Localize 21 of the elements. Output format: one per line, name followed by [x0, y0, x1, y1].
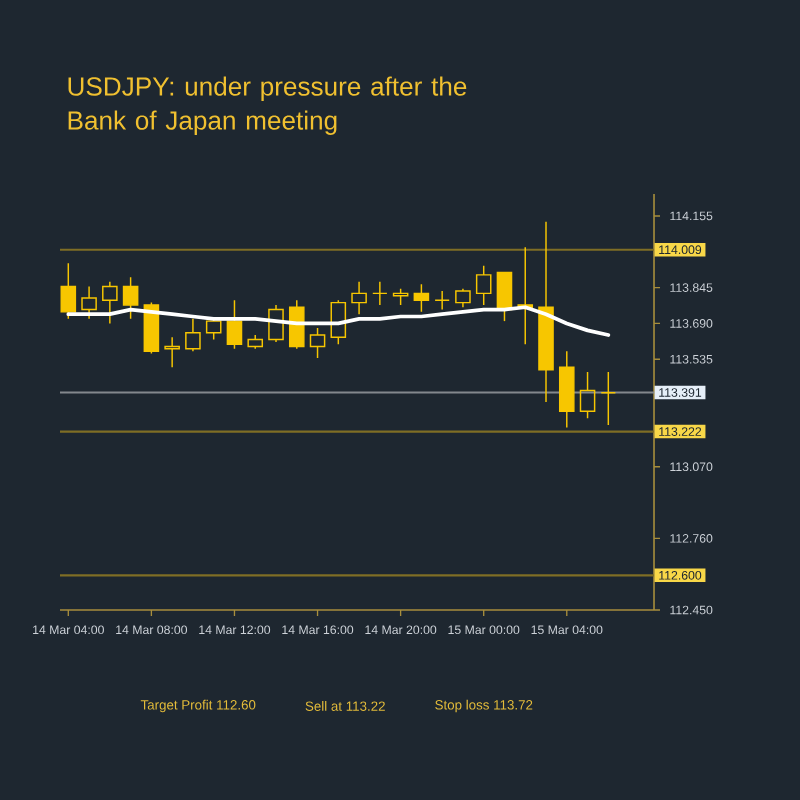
- candlestick: [372, 281, 388, 306]
- candlestick: [351, 281, 367, 315]
- candlestick: [579, 371, 596, 419]
- candlestick: [81, 285, 97, 320]
- candlestick: [475, 264, 492, 306]
- candlestick: [538, 220, 554, 403]
- candlestick: [226, 299, 243, 350]
- chart-title: USDJPY: under pressure after the Bank of Japan meeting: [68, 76, 467, 135]
- candlestick: [413, 283, 430, 313]
- candlestick: [102, 281, 118, 325]
- candlestick: [268, 304, 284, 343]
- candlestick: [455, 288, 471, 308]
- candlestick: [288, 299, 305, 350]
- candlestick: [600, 371, 617, 426]
- candlestick: [434, 290, 450, 311]
- candlestick: [122, 276, 139, 320]
- candlestick: [185, 318, 201, 352]
- candlestick: [164, 336, 180, 369]
- candlestick: [309, 327, 326, 359]
- candlestick: [558, 350, 575, 429]
- candlestick: [60, 262, 77, 320]
